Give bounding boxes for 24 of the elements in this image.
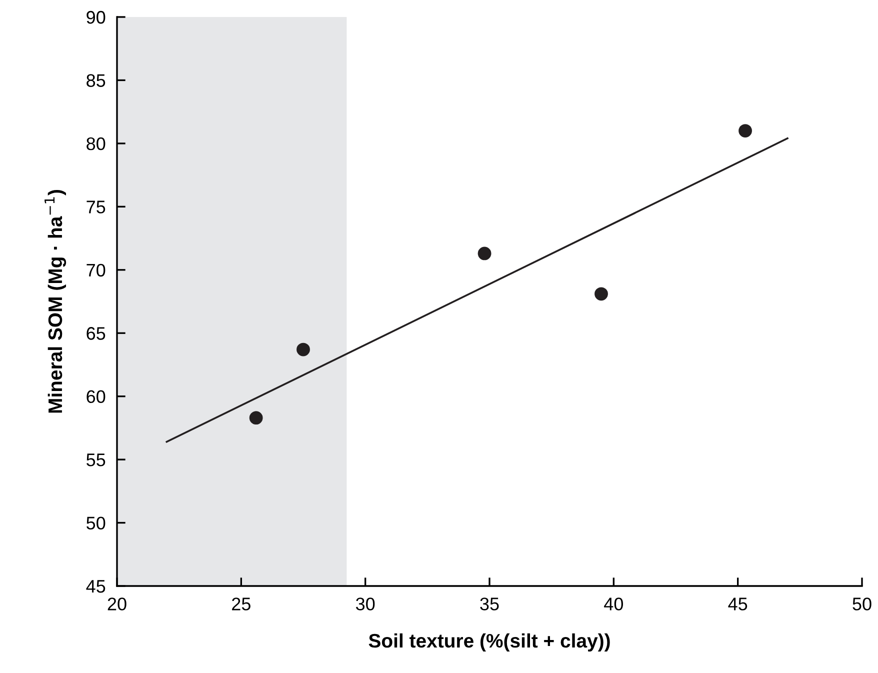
x-tick-label: 40	[604, 598, 624, 610]
y-tick-label: 45	[86, 580, 106, 593]
x-tick-label: 20	[108, 598, 126, 610]
point	[478, 246, 492, 260]
y-tick-label: 90	[86, 10, 106, 24]
x-axis-title: Soil texture (%(silt + clay))	[368, 633, 610, 652]
x-tick-label: 45	[728, 598, 748, 610]
x-tick-label: 35	[480, 598, 499, 610]
y-tick-label: 80	[86, 137, 106, 150]
point	[738, 124, 752, 138]
y-tick-label: 70	[86, 264, 106, 277]
y-tick-label: 50	[86, 516, 106, 530]
x-tick-label: 25	[232, 598, 250, 610]
y-tick-label: 60	[86, 390, 106, 404]
point	[296, 342, 310, 356]
y-tick-label: 65	[86, 327, 106, 340]
x-tick-label: 30	[356, 598, 375, 610]
y-tick-label: 85	[86, 74, 106, 87]
y-tick-label: 55	[86, 454, 106, 466]
point	[594, 287, 608, 301]
y-axis-title: Mineral SOM (Mg · ha$^{−1}$)	[44, 190, 66, 413]
x-tick-label: 50	[852, 598, 872, 610]
y-tick-label: 75	[86, 200, 106, 214]
point	[249, 411, 263, 425]
